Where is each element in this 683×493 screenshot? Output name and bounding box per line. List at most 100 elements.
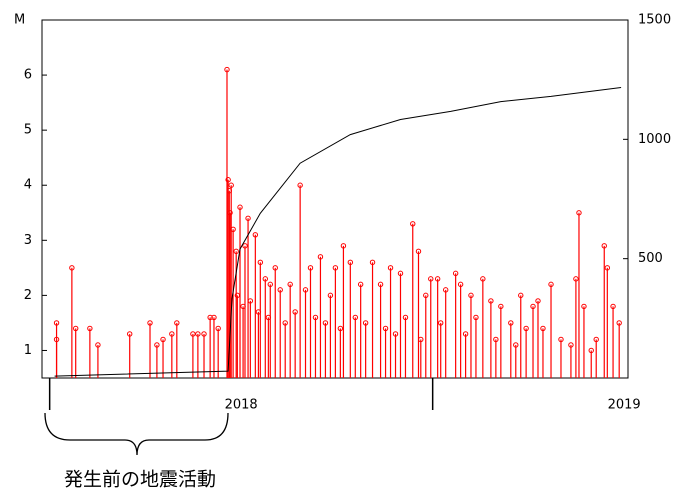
stem-head [267,281,273,288]
stem-head [523,325,529,332]
stem-head [438,320,444,326]
stem-head [95,342,101,348]
y-tick-label: 5 [24,123,32,138]
stem-head [418,336,424,343]
stem-head [352,314,358,321]
stem-head [498,303,504,310]
stem-head [610,303,616,310]
stem-head [397,270,404,277]
stem-head [160,336,166,343]
stem-head [169,331,175,337]
stem-head [508,320,514,326]
stem-head [230,226,236,232]
stem-head [257,259,264,266]
stem-head [616,320,622,326]
stem-head [558,336,564,343]
stem-head [262,276,268,282]
stem-head [224,66,230,73]
y-tick-label: 6 [24,68,32,83]
stem-head [518,292,524,299]
stem-head [473,314,479,321]
stem-head [73,325,79,332]
stem-head [415,248,422,255]
stem-head [347,259,354,266]
y-tick-label: 4 [24,178,32,193]
stem-head [282,320,288,326]
stem-head [468,292,474,299]
stem-head [87,325,93,332]
stem-head [53,320,60,326]
cumulative-line [54,87,622,377]
stem-head [247,298,254,304]
stem-head [242,243,248,249]
stem-head [588,347,594,354]
stem-head [593,336,599,343]
stem-head [387,265,394,271]
x-tick-label: 2019 [608,398,641,413]
stem-head [154,342,160,348]
annotation: 発生前の地震活動 [64,469,216,491]
stem-head [207,314,213,321]
stem-head [337,325,344,332]
stem-head [228,182,234,188]
stem-head [462,331,469,337]
stem-head [357,281,364,288]
stem-head [410,221,416,227]
stem-head [392,331,399,337]
stem-head [277,287,283,293]
stem-head [317,254,324,260]
stem-head [332,265,339,271]
y2-tick-label: 500 [638,251,663,266]
stem-head [513,342,519,348]
stem-head [233,248,239,255]
stem-head [548,281,554,288]
stem-head [423,292,429,299]
stem-head [292,309,298,315]
stem-head [312,314,319,321]
x-tick-label: 2018 [225,398,258,413]
stem-head [287,281,293,288]
stem-head [127,331,133,337]
stem-head [227,210,233,216]
stem-head [535,298,541,304]
stem-head [601,243,607,249]
stem-head [434,276,441,282]
stem-head [488,298,494,304]
stem-head [442,287,449,293]
stem-head [174,320,180,326]
y2-tick-label: 1000 [638,132,671,147]
stem-head [530,303,536,310]
stem-head [211,314,217,321]
stem-head [581,303,587,310]
stem-head [190,331,196,337]
stem-head [201,331,207,337]
stem-head [307,265,314,271]
stem-head [340,243,347,249]
stem-head [402,314,409,321]
stem-head [457,281,464,288]
stem-head [604,265,611,271]
stem-head [297,182,303,188]
stem-head [225,177,231,183]
stem-head [493,336,499,343]
y-tick-label: 2 [24,288,32,303]
stem-head [215,325,221,332]
stem-head [237,204,243,210]
stem-head [327,292,334,299]
stem-head [480,276,486,282]
stem-head [576,210,582,216]
stem-head [195,331,201,337]
stem-head [302,287,309,293]
stem-head [53,336,60,343]
stem-head [322,320,329,326]
stem-head [568,342,574,348]
y2-tick-label: 1500 [638,13,671,28]
stem-head [452,270,459,277]
stem-head [272,265,278,271]
y-tick-label: 3 [24,233,32,248]
stem-head [377,281,384,288]
stem-head [245,215,251,221]
stem-head [252,232,259,238]
stem-head [369,259,376,266]
